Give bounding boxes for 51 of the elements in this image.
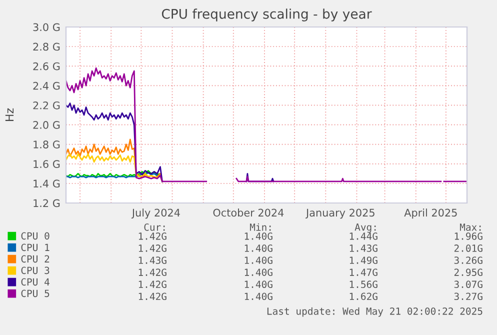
y-tick-label: 1.2 G	[34, 199, 60, 208]
text: 1.42G	[138, 232, 166, 240]
text: 1.43G	[138, 256, 166, 264]
y-tick-label: 2.4 G	[33, 82, 60, 90]
x-tick-label: January 2025	[305, 208, 374, 219]
text: 1.47G	[350, 268, 378, 276]
text: 3.26G	[454, 256, 482, 264]
x-tick-label: October 2024	[213, 208, 284, 217]
text: 1.40G	[244, 268, 272, 276]
text: 1.40G	[244, 232, 272, 240]
text: Avg:	[354, 224, 376, 233]
text: 1.42G	[138, 280, 166, 288]
text: 3.27G	[454, 292, 482, 300]
x-tick-label: July 2024	[131, 208, 180, 219]
y-tick-label: 2.6 G	[33, 62, 60, 70]
text: 2.95G	[454, 268, 482, 276]
y-tick-label: 2.0 G	[33, 121, 60, 129]
text: 1.42G	[138, 244, 166, 252]
legend-label: CPU 0	[21, 232, 50, 240]
y-tick-label: 1.6 G	[34, 160, 60, 168]
y-tick-label: 2.2 G	[33, 101, 60, 110]
text: 1.43G	[350, 244, 378, 252]
legend-label: CPU 3	[21, 266, 50, 274]
legend-label: CPU 2	[21, 255, 50, 263]
text: Min:	[250, 223, 271, 231]
text: 1.40G	[244, 280, 272, 288]
text: 1.40G	[244, 244, 272, 252]
legend-label: CPU 4	[21, 278, 50, 286]
y-tick-label: 1.4 G	[34, 180, 60, 188]
text: 1.42G	[138, 292, 166, 300]
y-tick-label: 1.8 G	[34, 140, 60, 148]
text: 1.49G	[350, 256, 378, 264]
text: 1.56G	[350, 280, 378, 288]
text: Max:	[460, 224, 481, 231]
legend-label: CPU 5	[21, 290, 50, 298]
text: 3.07G	[454, 280, 482, 288]
text: 1.40G	[244, 292, 272, 300]
text: Cur:	[144, 223, 165, 231]
x-tick-label: April 2025	[404, 208, 457, 219]
text: 1.42G	[138, 268, 166, 276]
text: Last update: Wed May 21 02:00:22 2025	[267, 307, 482, 317]
text: 1.96G	[454, 232, 482, 240]
legend-label: CPU 1	[21, 244, 50, 252]
chart-title: CPU frequency scaling - by year	[162, 8, 372, 22]
y-tick-label: 2.8 G	[33, 42, 60, 51]
text: 1.44G	[350, 232, 378, 240]
y-axis-title: Hz	[5, 108, 14, 122]
text: 1.40G	[244, 256, 272, 264]
text: 2.01G	[454, 244, 482, 252]
text: 1.62G	[350, 292, 378, 300]
y-tick-label: 3.0 G	[33, 23, 60, 32]
